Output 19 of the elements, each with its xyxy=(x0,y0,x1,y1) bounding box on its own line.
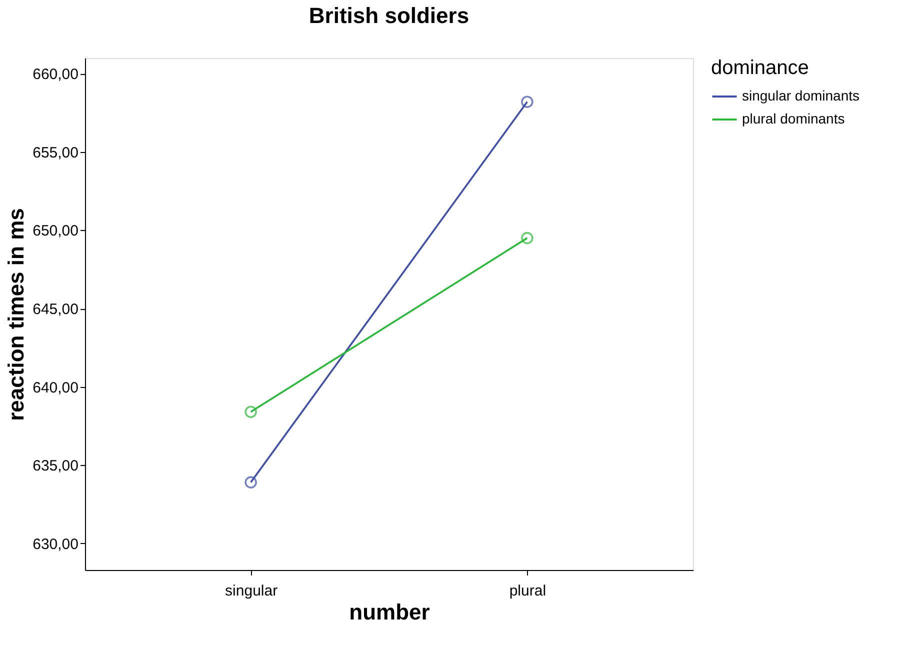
y-tick-label: 645,00 xyxy=(32,301,78,318)
point xyxy=(521,96,534,108)
y-tick-label: 655,00 xyxy=(32,144,78,162)
x-axis-title: number xyxy=(349,600,430,624)
legend-label: plural dominants xyxy=(742,110,845,126)
point xyxy=(521,232,534,244)
legend-label: singular dominants xyxy=(742,88,860,104)
y-tick-label: 630,00 xyxy=(32,536,78,553)
point xyxy=(244,406,257,418)
y-axis-title: reaction times in ms xyxy=(4,208,29,421)
y-tick-label: 635,00 xyxy=(32,458,78,475)
y-tick-label: 650,00 xyxy=(32,222,78,240)
x-tick-label: plural xyxy=(509,582,546,600)
y-tick-label: 640,00 xyxy=(32,379,78,396)
point xyxy=(244,476,257,488)
legend-title: dominance xyxy=(711,57,809,79)
x-tick-label: singular xyxy=(225,582,278,600)
chart-title: British soldiers xyxy=(308,3,470,28)
y-tick-label: 660,00 xyxy=(32,66,78,84)
